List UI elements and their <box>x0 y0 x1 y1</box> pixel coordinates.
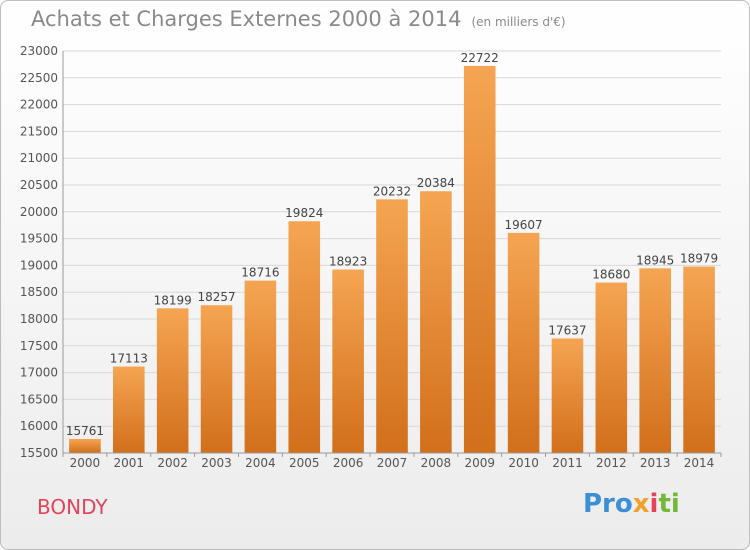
chart-title-text: Achats et Charges Externes 2000 à 2014 <box>31 7 462 31</box>
bar-2002 <box>156 308 189 453</box>
y-tick-label: 20000 <box>20 205 58 219</box>
y-tick-label: 16500 <box>20 392 58 406</box>
bar-2008 <box>420 191 452 454</box>
city-name: BONDY <box>37 495 108 519</box>
bar-value-label: 18716 <box>241 266 279 280</box>
axes: 15500 16000 16500 17000 17500 18000 18500 19000… <box>20 44 722 470</box>
bar-value-label: 18257 <box>197 290 235 304</box>
x-tick-label: 2014 <box>684 456 715 470</box>
x-tick-label: 2010 <box>508 456 539 470</box>
x-tick-label: 2004 <box>245 456 276 470</box>
bar-2006 <box>332 269 364 453</box>
y-tick-label: 19000 <box>20 258 58 272</box>
x-tick-label: 2001 <box>114 456 145 470</box>
bar-value-label: 17113 <box>110 352 148 366</box>
logo-part-3: i <box>649 489 659 519</box>
y-tick-label: 17500 <box>20 339 58 353</box>
y-tick-label: 16000 <box>20 419 58 433</box>
x-tick-label: 2007 <box>377 456 408 470</box>
bar-value-label: 17637 <box>548 323 586 337</box>
bars <box>69 65 715 454</box>
y-tick-label: 19500 <box>20 232 58 246</box>
bar-value-label: 15761 <box>66 424 104 438</box>
bar-2004 <box>244 280 277 453</box>
bar-2001 <box>113 366 145 453</box>
x-tick-label: 2005 <box>289 456 320 470</box>
bar-value-label: 19824 <box>285 206 323 220</box>
logo-part-4: ti <box>658 489 680 519</box>
proxiti-logo[interactable]: Proxiti <box>583 489 680 519</box>
bar-value-label: 18199 <box>154 293 192 307</box>
x-tick-label: 2013 <box>640 456 671 470</box>
bar-2011 <box>551 338 584 453</box>
x-tick-label: 2000 <box>70 456 101 470</box>
bar-value-label: 20232 <box>373 184 411 198</box>
bar-2014 <box>683 266 715 453</box>
y-tick-label: 18500 <box>20 285 58 299</box>
bar-value-label: 20384 <box>417 176 455 190</box>
bar-2007 <box>376 199 408 453</box>
x-tick-label: 2008 <box>421 456 452 470</box>
y-tick-label: 22500 <box>20 71 58 85</box>
value-labels: 15761 17113 18199 18257 18716 19824 18923 20232… <box>66 51 718 438</box>
x-tick-label: 2009 <box>464 456 495 470</box>
bar-value-label: 19607 <box>505 218 543 232</box>
bar-2000 <box>69 439 101 453</box>
bar-2012 <box>595 282 628 453</box>
y-tick-label: 18000 <box>20 312 58 326</box>
x-tick-label: 2012 <box>596 456 627 470</box>
y-tick-label: 17000 <box>20 366 58 380</box>
y-tick-label: 20500 <box>20 178 58 192</box>
bar-2003 <box>200 305 233 453</box>
bar-value-label: 18923 <box>329 255 367 269</box>
y-tick-label: 21000 <box>20 151 58 165</box>
y-tick-label: 15500 <box>20 446 58 460</box>
y-tick-label: 21500 <box>20 124 58 138</box>
y-tick-label: 22000 <box>20 98 58 112</box>
bar-value-label: 18680 <box>592 268 630 282</box>
logo-part-1: Pro <box>583 489 633 519</box>
bar-value-label: 18979 <box>680 252 718 266</box>
x-tick-label: 2006 <box>333 456 364 470</box>
bar-2013 <box>639 268 671 453</box>
chart-title: Achats et Charges Externes 2000 à 2014 (e… <box>31 7 566 31</box>
y-tick-label: 23000 <box>20 44 58 58</box>
bar-2005 <box>288 221 321 453</box>
x-tick-label: 2002 <box>157 456 188 470</box>
chart-subtitle: (en milliers d'€) <box>471 15 566 29</box>
bar-2010 <box>507 232 540 453</box>
bar-value-label: 22722 <box>461 51 499 65</box>
logo-part-2: x <box>632 489 650 519</box>
x-tick-label: 2003 <box>201 456 232 470</box>
bar-2009 <box>463 65 496 453</box>
x-tick-label: 2011 <box>552 456 583 470</box>
bar-value-label: 18945 <box>636 253 674 267</box>
